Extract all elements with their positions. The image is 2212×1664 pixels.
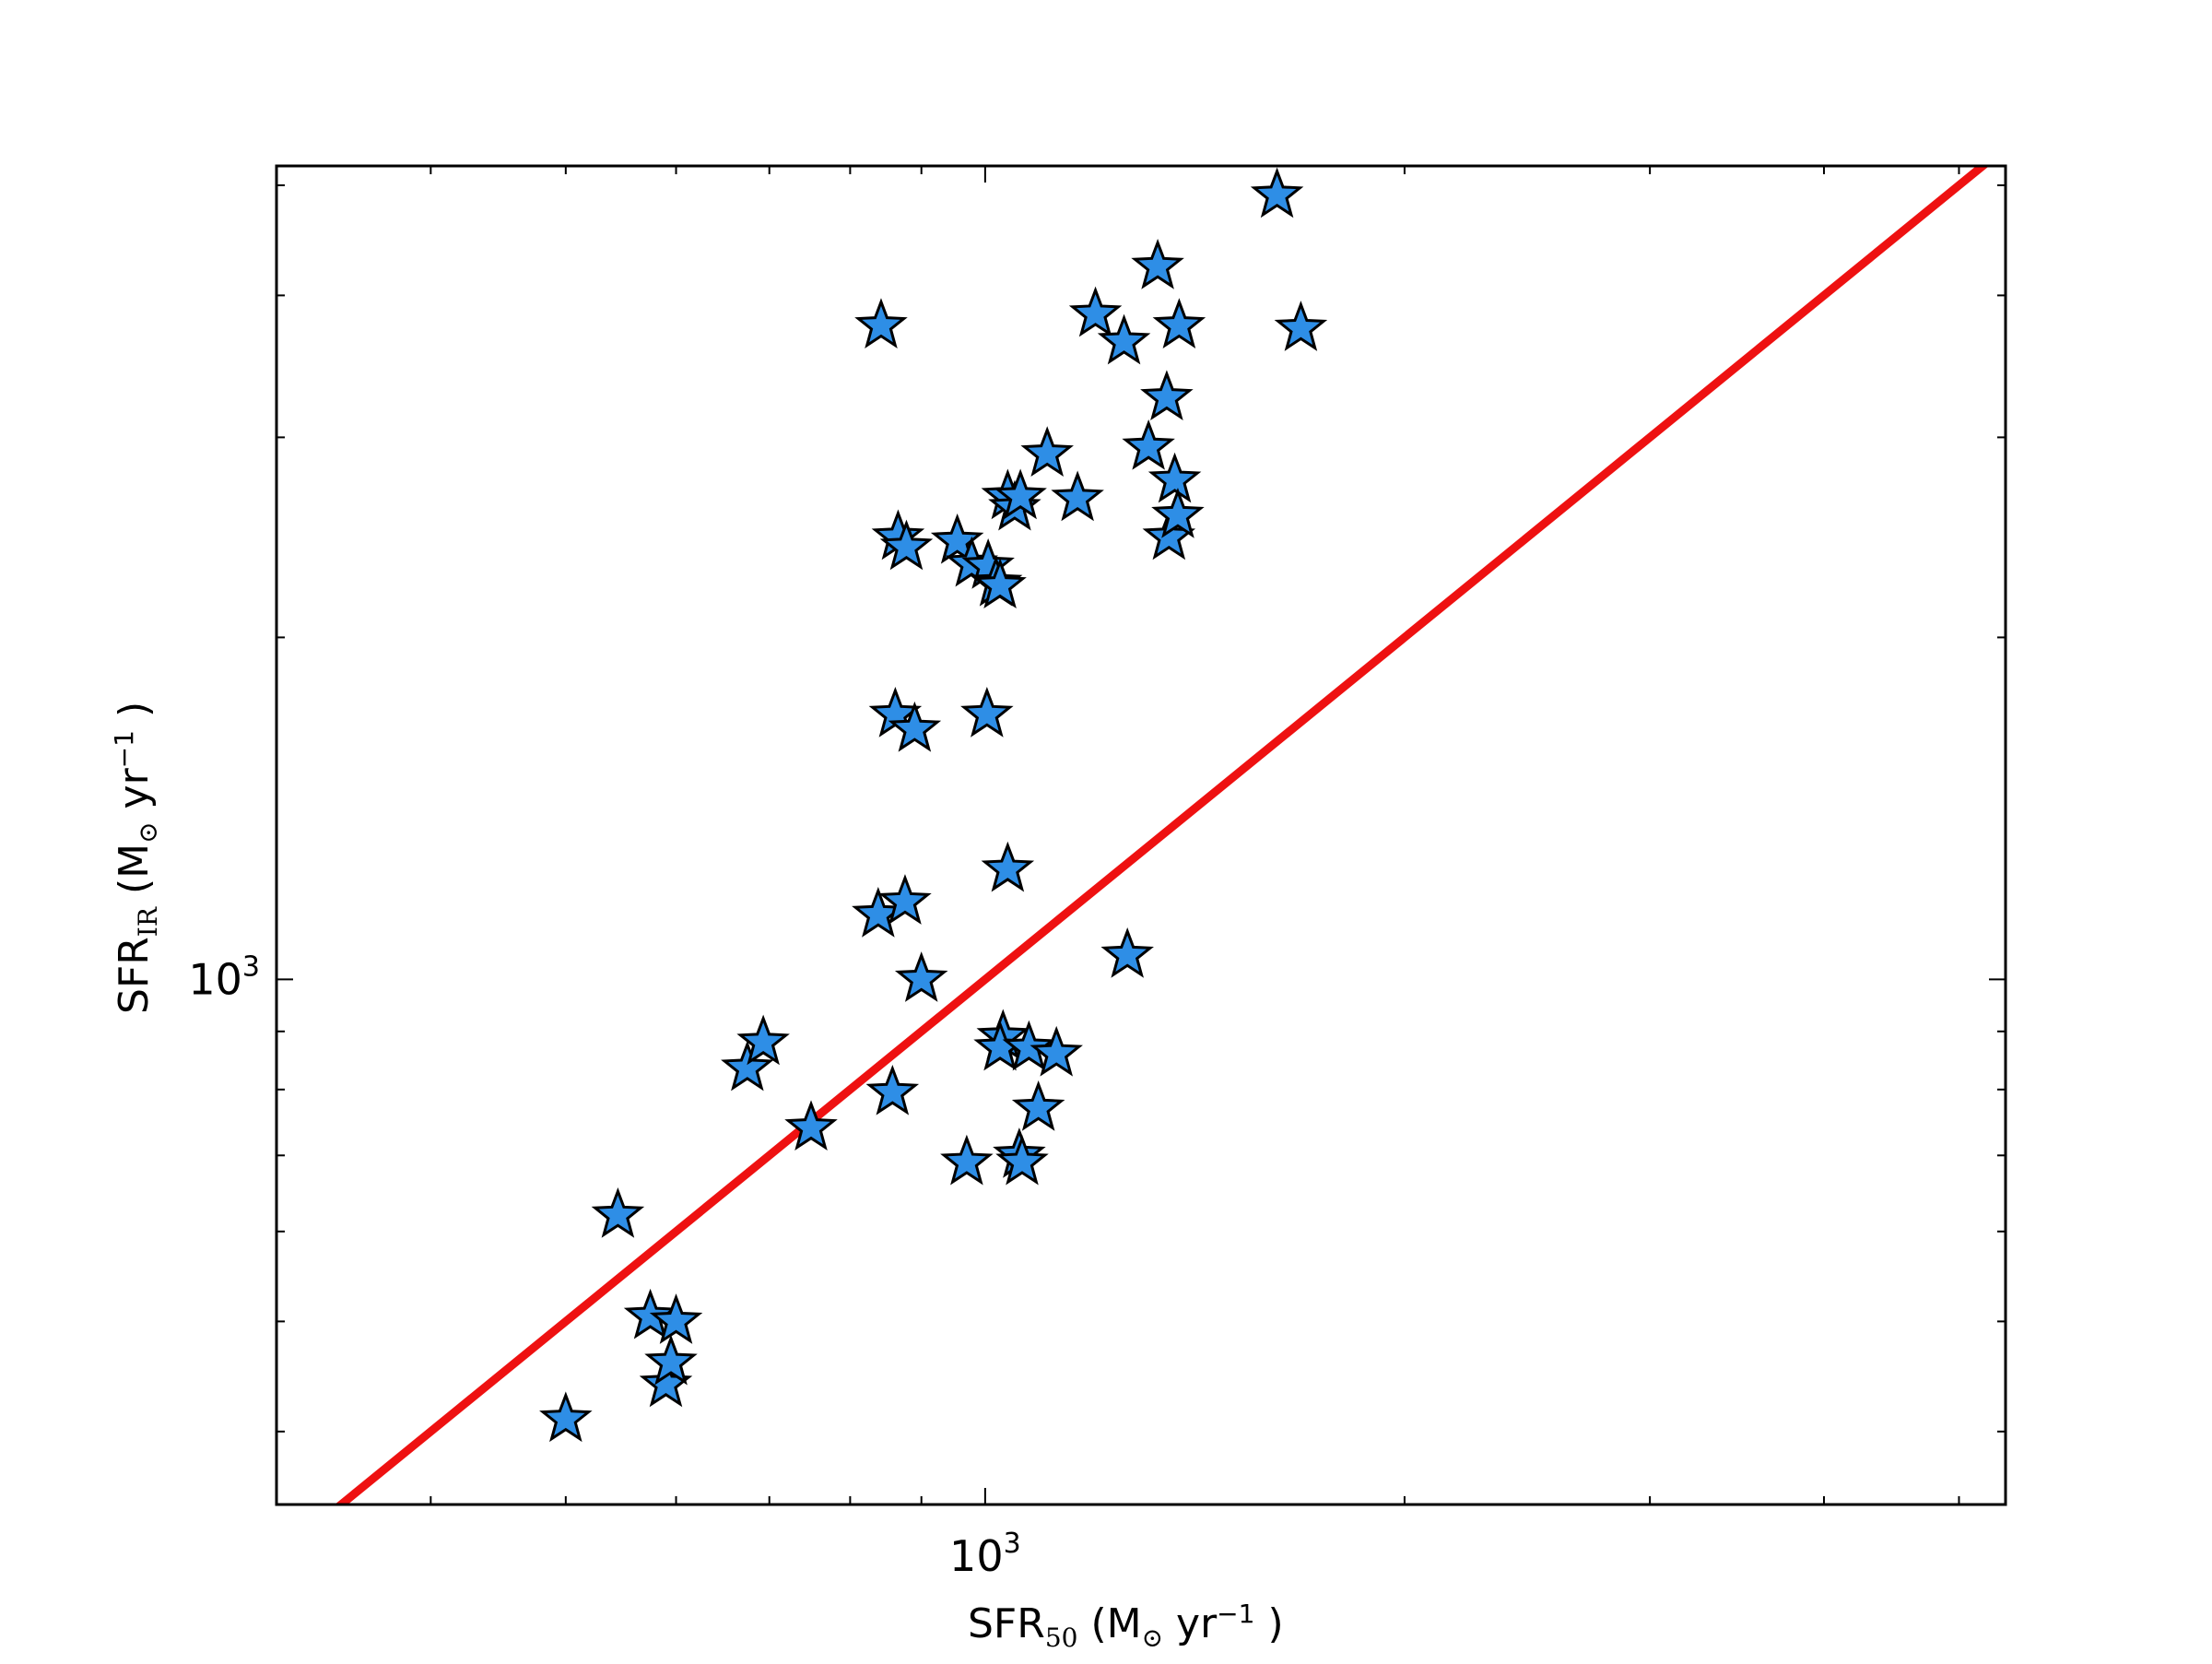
data-point <box>721 1040 774 1092</box>
data-point <box>960 687 1014 738</box>
x-label-unit-mid: yr <box>1163 1600 1218 1647</box>
data-point <box>930 513 984 564</box>
data-point <box>1131 239 1184 289</box>
data-point <box>736 1014 790 1066</box>
plot-frame <box>275 164 2007 1506</box>
data-point <box>888 701 942 752</box>
y-axis-label: SFRIR (M⊙ yr−1 ) <box>109 702 163 1014</box>
data-point <box>591 1187 645 1238</box>
data-point <box>644 1334 698 1386</box>
data-point <box>973 558 1027 609</box>
y-tick-exp: 3 <box>242 950 260 983</box>
y-label-unit-sup: −1 <box>109 730 139 768</box>
data-point <box>865 1064 920 1115</box>
data-point <box>784 1100 838 1151</box>
data-point <box>1151 488 1205 538</box>
data-point <box>995 1134 1049 1186</box>
data-point <box>1250 167 1304 218</box>
x-tick-label-1000: 103 <box>949 1528 1021 1581</box>
y-tick-base: 10 <box>188 954 242 1004</box>
x-label-base: SFR <box>968 1600 1045 1647</box>
y-label-unit-pre: (M <box>111 844 158 907</box>
data-point <box>854 298 908 349</box>
x-label-unit-sup: −1 <box>1217 1599 1254 1629</box>
y-label-unit-sub: ⊙ <box>133 821 163 843</box>
data-point <box>1051 470 1104 522</box>
data-point <box>1097 313 1151 365</box>
one-to-one-line <box>335 166 1990 1505</box>
data-point <box>1011 1080 1065 1131</box>
data-point <box>878 874 932 925</box>
data-point <box>894 951 948 1002</box>
x-label-unit-pre: (M <box>1077 1600 1141 1647</box>
plot-area <box>276 166 2006 1505</box>
x-tick-base: 10 <box>949 1531 1004 1581</box>
data-point <box>649 1293 703 1344</box>
data-point <box>1147 452 1202 503</box>
data-point <box>1100 927 1154 978</box>
x-label-unit-sub: ⊙ <box>1142 1623 1163 1653</box>
reference-line-layer <box>335 166 1990 1505</box>
x-tick-exp: 3 <box>1004 1528 1021 1560</box>
data-point <box>981 841 1035 892</box>
data-point <box>1030 1025 1083 1077</box>
x-label-unit-post: ) <box>1254 1600 1283 1647</box>
points-layer <box>539 167 1328 1443</box>
x-axis-label: SFR50 (M⊙ yr−1 ) <box>968 1599 1284 1653</box>
data-point <box>623 1288 677 1339</box>
data-point <box>1068 286 1123 337</box>
y-label-unit-mid: yr <box>111 767 158 821</box>
data-point <box>1152 298 1206 349</box>
x-label-sub: 50 <box>1045 1623 1078 1653</box>
y-label-unit-post: ) <box>111 702 158 730</box>
data-point <box>879 519 934 571</box>
data-point <box>539 1391 593 1443</box>
y-label-base: SFR <box>111 937 158 1014</box>
y-tick-label-1000: 103 <box>188 950 260 1004</box>
data-point <box>1020 426 1074 478</box>
data-point <box>1002 1020 1056 1071</box>
data-point <box>940 1134 994 1186</box>
data-point <box>1274 301 1328 351</box>
data-point <box>1122 419 1175 470</box>
data-point <box>994 468 1047 520</box>
y-label-sub: IR <box>133 906 163 937</box>
data-point <box>1140 370 1194 421</box>
